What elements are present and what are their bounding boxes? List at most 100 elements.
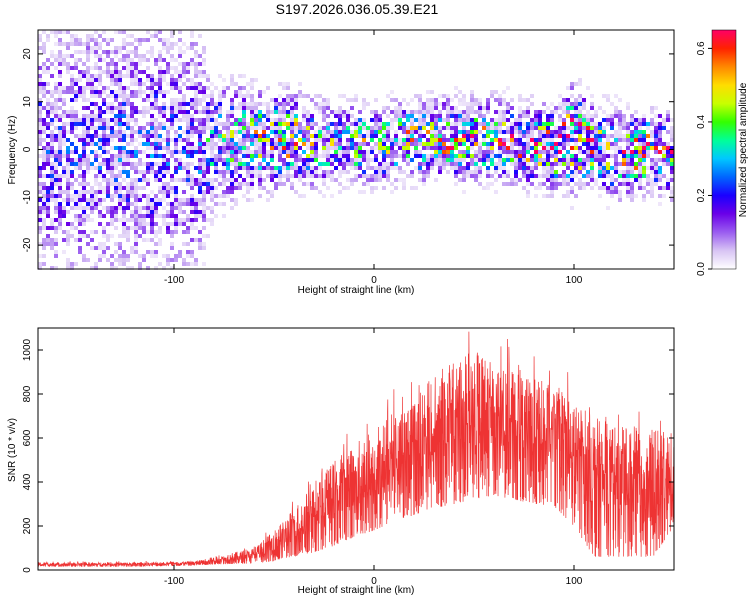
- spectrogram-cell: [310, 158, 314, 162]
- spectrogram-cell: [162, 266, 166, 270]
- spectrogram-cell: [494, 118, 498, 122]
- spectrogram-cell: [262, 158, 266, 162]
- spectrogram-cell: [306, 94, 310, 98]
- spectrogram-cell: [246, 122, 250, 126]
- spectrogram-cell: [54, 230, 58, 234]
- spectrogram-cell: [38, 262, 42, 266]
- spectrogram-cell: [486, 170, 490, 174]
- spectrogram-cell: [66, 162, 70, 166]
- spectrogram-cell: [50, 54, 54, 58]
- spectrogram-cell: [266, 118, 270, 122]
- spectrogram-cell: [370, 186, 374, 190]
- spectrogram-cell: [118, 138, 122, 142]
- spectrogram-cell: [146, 86, 150, 90]
- spectrogram-cell: [42, 254, 46, 258]
- spectrogram-cell: [318, 138, 322, 142]
- spectrogram-cell: [430, 158, 434, 162]
- spectrogram-cell: [62, 154, 66, 158]
- spectrogram-cell: [226, 178, 230, 182]
- spectrogram-cell: [118, 126, 122, 130]
- spectrogram-cell: [270, 150, 274, 154]
- spectrogram-cell: [38, 242, 42, 246]
- spectrogram-cell: [382, 134, 386, 138]
- spectrogram-cell: [210, 186, 214, 190]
- spectrogram-cell: [570, 162, 574, 166]
- spectrogram-cell: [410, 122, 414, 126]
- spectrogram-cell: [506, 106, 510, 110]
- spectrogram-cell: [494, 122, 498, 126]
- spectrogram-cell: [138, 126, 142, 130]
- spectrogram-cell: [218, 90, 222, 94]
- spectrogram-cell: [418, 138, 422, 142]
- spectrogram-cell: [546, 154, 550, 158]
- spectrogram-cell: [650, 110, 654, 114]
- spectrogram-cell: [626, 154, 630, 158]
- spectrogram-cell: [650, 170, 654, 174]
- spectrogram-cell: [110, 118, 114, 122]
- spectrogram-cell: [218, 94, 222, 98]
- spectrogram-cell: [210, 94, 214, 98]
- spectrogram-cell: [166, 194, 170, 198]
- spectrogram-cell: [286, 174, 290, 178]
- spectrogram-cell: [86, 86, 90, 90]
- spectrogram-cell: [50, 74, 54, 78]
- spectrogram-cell: [250, 86, 254, 90]
- spectrogram-cell: [74, 38, 78, 42]
- spectrogram-cell: [150, 102, 154, 106]
- spectrogram-cell: [402, 138, 406, 142]
- spectrogram-cell: [290, 126, 294, 130]
- spectrogram-cell: [614, 94, 618, 98]
- spectrogram-cell: [94, 182, 98, 186]
- spectrogram-cell: [58, 190, 62, 194]
- spectrogram-cell: [406, 126, 410, 130]
- spectrogram-cell: [438, 118, 442, 122]
- spectrogram-cell: [310, 182, 314, 186]
- spectrogram-cell: [166, 126, 170, 130]
- spectrogram-cell: [178, 78, 182, 82]
- spectrogram-cell: [486, 154, 490, 158]
- spectrogram-cell: [622, 122, 626, 126]
- spectrogram-cell: [590, 106, 594, 110]
- spectrogram-cell: [342, 166, 346, 170]
- spectrogram-cell: [414, 150, 418, 154]
- spectrogram-cell: [558, 182, 562, 186]
- spectrogram-cell: [614, 150, 618, 154]
- spectrogram-cell: [226, 190, 230, 194]
- spectrogram-cell: [574, 162, 578, 166]
- spectrogram-cell: [558, 106, 562, 110]
- spectrogram-cell: [462, 134, 466, 138]
- spectrogram-cell: [106, 194, 110, 198]
- spectrogram-cell: [290, 114, 294, 118]
- spectrogram-cell: [418, 142, 422, 146]
- spectrogram-cell: [150, 86, 154, 90]
- spectrogram-cell: [126, 134, 130, 138]
- spectrogram-cell: [186, 46, 190, 50]
- spectrogram-cell: [518, 110, 522, 114]
- spectrogram-cell: [510, 154, 514, 158]
- spectrogram-cell: [58, 134, 62, 138]
- spectrogram-cell: [210, 150, 214, 154]
- spectrogram-cell: [278, 102, 282, 106]
- spectrogram-cell: [490, 142, 494, 146]
- spectrogram-cell: [298, 154, 302, 158]
- spectrogram-cell: [586, 138, 590, 142]
- spectrogram-cell: [38, 110, 42, 114]
- spectrogram-cell: [158, 146, 162, 150]
- spectrogram-cell: [98, 246, 102, 250]
- spectrogram-cell: [334, 142, 338, 146]
- spectrogram-cell: [238, 142, 242, 146]
- spectrogram-cell: [122, 98, 126, 102]
- spectrogram-cell: [50, 146, 54, 150]
- spectrogram-cell: [386, 170, 390, 174]
- spectrogram-cell: [362, 106, 366, 110]
- spectrogram-cell: [658, 158, 662, 162]
- spectrogram-cell: [358, 154, 362, 158]
- spectrogram-cell: [658, 166, 662, 170]
- spectrogram-cell: [90, 198, 94, 202]
- spectrogram-cell: [126, 186, 130, 190]
- spectrogram-cell: [114, 62, 118, 66]
- spectrogram-cell: [386, 130, 390, 134]
- spectrogram-cell: [178, 90, 182, 94]
- spectrogram-cell: [250, 134, 254, 138]
- spectrogram-cell: [62, 214, 66, 218]
